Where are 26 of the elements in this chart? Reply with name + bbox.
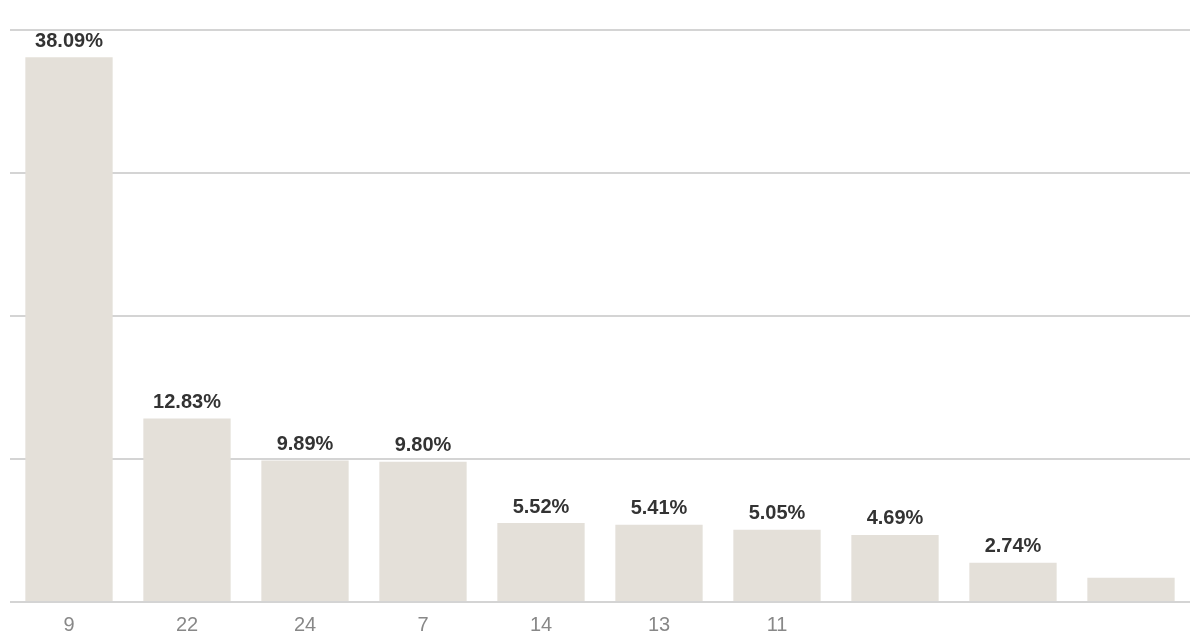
data-label: 9.89% [276,432,334,455]
bar [261,460,349,601]
x-tick-label: 24 [293,612,317,635]
x-tick-label: 9 [63,612,75,635]
x-tick-label: 11 [766,612,788,635]
data-label: 9.80% [394,433,452,456]
data-label: 5.52% [512,494,570,517]
data-label: 5.05% [748,501,806,524]
x-tick-label: 13 [647,612,671,635]
bar [25,57,113,601]
data-label: 5.41% [630,496,688,519]
bar [1087,577,1175,601]
data-label: 4.69% [866,506,924,529]
bar [497,523,585,601]
data-label: 12.83% [153,390,222,413]
x-tick-label: 14 [529,612,553,635]
bar [379,461,467,601]
bar [615,524,703,601]
bar [851,534,939,601]
data-label: 38.09% [35,28,104,51]
bar [733,529,821,601]
data-label: 2.74% [984,534,1042,557]
bar [143,418,231,601]
x-tick-label: 22 [175,612,199,635]
bar [969,562,1057,601]
x-tick-label: 7 [417,612,429,635]
